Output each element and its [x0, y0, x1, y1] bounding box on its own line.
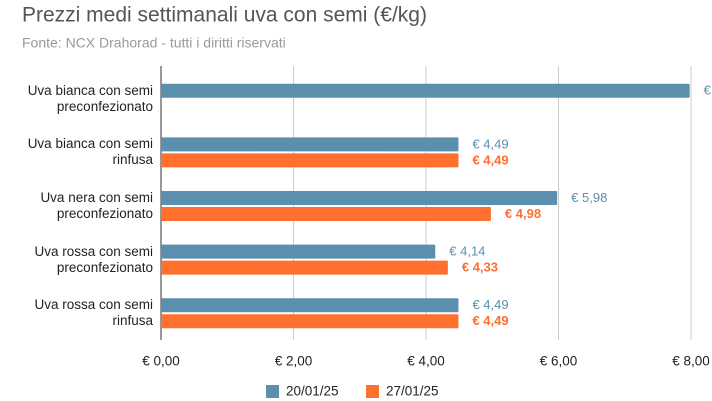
- x-tick-label: € 6,00: [540, 354, 578, 369]
- value-label: € 4,98: [505, 206, 541, 221]
- legend-swatch: [366, 385, 379, 398]
- x-tick-label: € 0,00: [142, 354, 180, 369]
- legend-swatch: [266, 385, 279, 398]
- x-tick-label: € 8,00: [672, 354, 710, 369]
- value-label: € 4,49: [472, 313, 508, 328]
- legend-label: 27/01/25: [386, 384, 439, 399]
- bar: [161, 298, 459, 313]
- x-tick-label: € 4,00: [407, 354, 445, 369]
- chart-title: Prezzi medi settimanali uva con semi (€/…: [22, 4, 427, 27]
- value-label: € 4,49: [472, 152, 508, 167]
- x-tick-label: € 2,00: [275, 354, 313, 369]
- value-label: € 4,49: [472, 297, 508, 312]
- bar: [161, 83, 690, 98]
- category-label: Uva rossa con semi rinfusa: [34, 297, 153, 329]
- bar: [161, 314, 459, 329]
- value-label: € 7,98: [704, 83, 712, 98]
- bar: [161, 244, 436, 259]
- bar: [161, 207, 491, 221]
- category-label: Uva bianca con semi preconfezionato: [27, 82, 153, 114]
- chart-subtitle: Fonte: NCX Drahorad - tutti i diritti ri…: [22, 35, 286, 51]
- value-label: € 4,49: [472, 136, 508, 151]
- value-label: € 4,14: [449, 244, 485, 259]
- bar: [161, 137, 459, 152]
- value-label: € 4,33: [462, 260, 498, 275]
- category-label: Uva rossa con semi preconfezionato: [34, 243, 153, 275]
- bar: [161, 260, 448, 275]
- category-label: Uva bianca con semi rinfusa: [27, 136, 153, 168]
- value-label: € 5,98: [571, 190, 607, 205]
- bar: [161, 191, 558, 205]
- bar: [161, 153, 459, 168]
- category-label: Uva nera con semi preconfezionato: [40, 190, 153, 221]
- legend-label: 20/01/25: [286, 384, 339, 399]
